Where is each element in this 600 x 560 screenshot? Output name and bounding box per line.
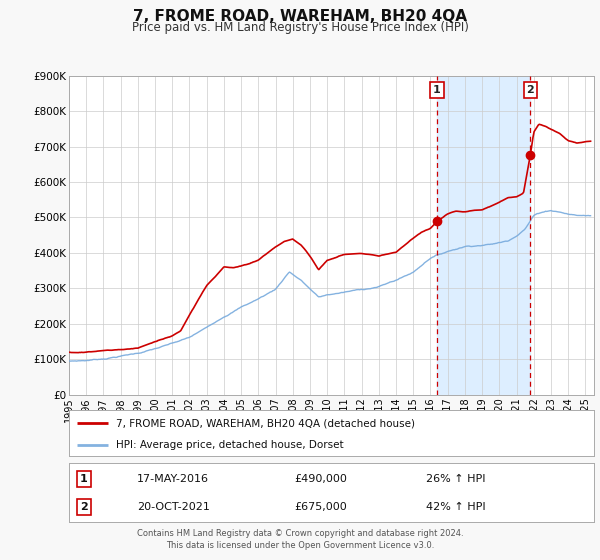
Text: £490,000: £490,000 [295, 474, 347, 484]
Text: 7, FROME ROAD, WAREHAM, BH20 4QA (detached house): 7, FROME ROAD, WAREHAM, BH20 4QA (detach… [116, 418, 415, 428]
Text: 26% ↑ HPI: 26% ↑ HPI [426, 474, 485, 484]
Bar [437, 76, 530, 395]
Text: £675,000: £675,000 [295, 502, 347, 512]
Text: HPI: Average price, detached house, Dorset: HPI: Average price, detached house, Dors… [116, 440, 344, 450]
Text: Contains HM Land Registry data © Crown copyright and database right 2024.
This d: Contains HM Land Registry data © Crown c… [137, 529, 463, 550]
Text: 2: 2 [526, 85, 534, 95]
Text: 42% ↑ HPI: 42% ↑ HPI [426, 502, 485, 512]
Text: Price paid vs. HM Land Registry's House Price Index (HPI): Price paid vs. HM Land Registry's House … [131, 21, 469, 34]
Text: 20-OCT-2021: 20-OCT-2021 [137, 502, 210, 512]
Text: 2: 2 [80, 502, 88, 512]
Text: 1: 1 [80, 474, 88, 484]
Text: 1: 1 [433, 85, 441, 95]
Text: 17-MAY-2016: 17-MAY-2016 [137, 474, 209, 484]
Text: 7, FROME ROAD, WAREHAM, BH20 4QA: 7, FROME ROAD, WAREHAM, BH20 4QA [133, 9, 467, 24]
